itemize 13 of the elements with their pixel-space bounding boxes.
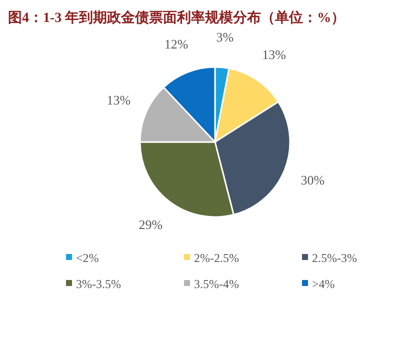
data-label: 30% <box>300 172 325 188</box>
legend-label: 3.5%-4% <box>194 277 239 291</box>
legend-label: 3%-3.5% <box>76 277 121 291</box>
data-label: 29% <box>138 216 163 232</box>
data-label: 12% <box>164 36 188 52</box>
legend-label: 2%-2.5% <box>194 251 239 265</box>
legend-label: 2.5%-3% <box>312 251 357 265</box>
data-label: 13% <box>262 47 286 62</box>
chart-title: 图4：1-3 年到期政金债票面利率规模分布（单位：%） <box>8 9 346 26</box>
data-label: 3% <box>216 29 234 44</box>
legend-label: <2% <box>76 251 99 265</box>
legend-label: >4% <box>312 277 335 291</box>
data-label: 13% <box>106 92 131 108</box>
